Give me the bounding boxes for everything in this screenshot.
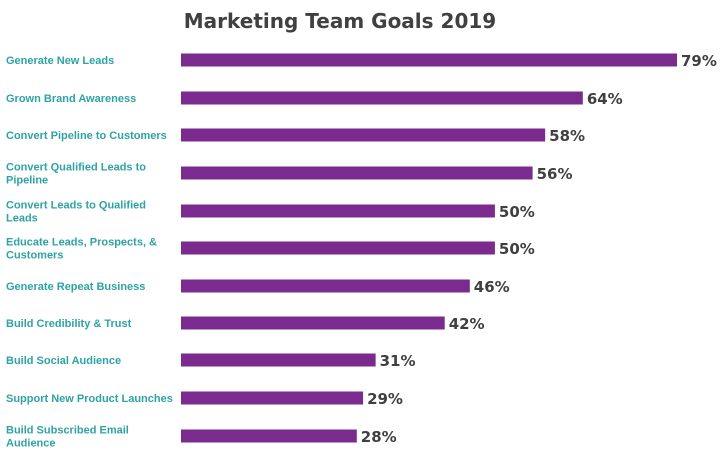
bars-layer: Generate New Leads 79% Grown Brand Awarene…: [6, 52, 717, 450]
category-label: Build Social Audience: [6, 355, 121, 367]
value-label: 79%: [681, 52, 717, 70]
category-label: Educate Leads, Prospects, & Customers: [6, 237, 157, 262]
bar: [181, 279, 470, 293]
category-label: Grown Brand Awareness: [6, 93, 136, 105]
category-label: Support New Product Launches: [6, 393, 173, 405]
value-label: 64%: [587, 90, 623, 108]
category-label: Convert Pipeline to Customers: [6, 130, 167, 142]
bar: [181, 241, 495, 255]
value-label: 56%: [537, 165, 573, 183]
category-label: Generate New Leads: [6, 55, 114, 67]
bar: [181, 391, 364, 405]
value-label: 46%: [474, 278, 510, 296]
bar: [181, 91, 583, 105]
value-label: 50%: [499, 203, 535, 221]
bar: [181, 316, 445, 330]
bar: [181, 53, 677, 67]
category-label: Generate Repeat Business: [6, 281, 145, 293]
chart-title: Marketing Team Goals 2019: [184, 9, 496, 33]
category-label: Convert Leads to Qualified Leads: [6, 200, 146, 225]
bar: [181, 166, 533, 180]
value-label: 31%: [380, 352, 416, 370]
bar: [181, 353, 376, 367]
value-label: 58%: [549, 127, 585, 145]
value-label: 29%: [367, 390, 403, 408]
bar: [181, 128, 546, 142]
value-label: 50%: [499, 240, 535, 258]
bar: [181, 429, 357, 443]
value-label: 42%: [449, 315, 485, 333]
value-label: 28%: [361, 428, 397, 446]
category-label: Build Subscribed Email Audience: [6, 425, 129, 450]
category-label: Build Credibility & Trust: [6, 318, 132, 330]
category-label: Convert Qualified Leads to Pipeline: [6, 162, 146, 187]
bar: [181, 204, 495, 218]
